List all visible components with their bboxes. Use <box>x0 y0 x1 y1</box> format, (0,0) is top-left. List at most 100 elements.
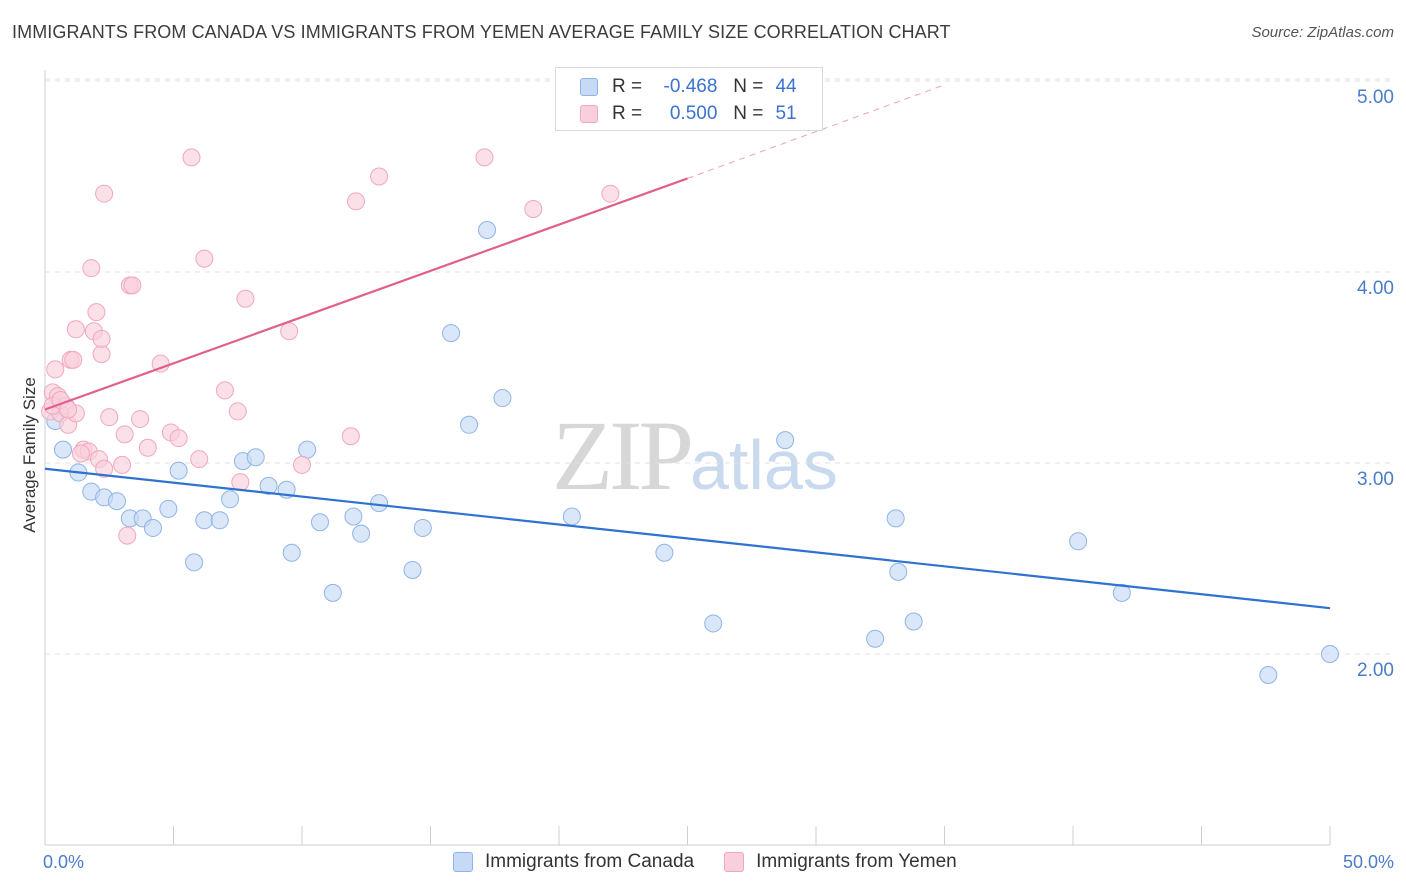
point-canada-22 <box>323 583 342 602</box>
trend-line-canada <box>44 467 1331 610</box>
point-yemen-21 <box>100 408 119 427</box>
point-yemen-33 <box>190 450 209 469</box>
point-yemen-44 <box>475 148 494 167</box>
y-tick-label-0: 2.00 <box>1357 660 1394 681</box>
point-canada-30 <box>478 220 497 239</box>
point-canada-37 <box>886 509 905 528</box>
point-yemen-49 <box>71 444 90 463</box>
point-canada-36 <box>866 629 885 648</box>
point-canada-31 <box>493 389 512 408</box>
point-yemen-31 <box>169 429 188 448</box>
point-canada-28 <box>442 324 461 343</box>
point-yemen-45 <box>524 199 543 218</box>
point-canada-32 <box>562 507 581 526</box>
n-label: N = <box>733 103 764 124</box>
r-value-canada: -0.468 <box>663 76 718 97</box>
point-yemen-17 <box>92 345 111 364</box>
legend-item-yemen[interactable]: Immigrants from Yemen <box>724 851 957 873</box>
watermark: ZIPatlas <box>552 398 838 513</box>
point-yemen-27 <box>131 410 150 429</box>
point-canada-29 <box>460 415 479 434</box>
chart-title: IMMIGRANTS FROM CANADA VS IMMIGRANTS FRO… <box>12 22 951 42</box>
point-canada-1 <box>53 440 72 459</box>
point-yemen-15 <box>87 303 106 322</box>
point-yemen-39 <box>280 322 299 341</box>
r-label: R = <box>612 103 643 124</box>
legend-label-yemen: Immigrants from Yemen <box>756 851 957 872</box>
canada-swatch <box>580 78 598 96</box>
point-canada-16 <box>246 448 265 467</box>
point-yemen-28 <box>138 438 157 457</box>
point-canada-27 <box>413 518 432 537</box>
point-yemen-36 <box>228 402 247 421</box>
stats-row-yemen: R = 0.500 N = 51 <box>580 101 797 127</box>
y-tick-label-2: 4.00 <box>1357 278 1394 299</box>
point-yemen-41 <box>341 427 360 446</box>
series-legend: Immigrants from Canada Immigrants from Y… <box>453 851 987 873</box>
point-canada-14 <box>221 490 240 509</box>
point-canada-17 <box>259 476 278 495</box>
point-canada-39 <box>904 612 923 631</box>
point-yemen-43 <box>370 167 389 186</box>
point-canada-13 <box>210 511 229 530</box>
point-yemen-29 <box>151 354 170 373</box>
point-canada-9 <box>159 499 178 518</box>
stats-legend: R = -0.468 N = 44 R = 0.500 N = 51 <box>555 67 823 131</box>
trend-line-yemen <box>44 177 688 411</box>
n-value-yemen: 51 <box>775 103 797 124</box>
point-yemen-24 <box>118 526 137 545</box>
point-yemen-20 <box>95 184 114 203</box>
point-canada-24 <box>352 524 371 543</box>
watermark-atlas: atlas <box>690 426 838 504</box>
legend-item-canada[interactable]: Immigrants from Canada <box>453 851 694 873</box>
n-value-canada: 44 <box>775 76 797 97</box>
legend-label-canada: Immigrants from Canada <box>485 851 695 872</box>
y-tick-label-3: 5.00 <box>1357 87 1394 108</box>
point-yemen-26 <box>123 276 142 295</box>
r-label: R = <box>612 76 643 97</box>
x-tick-label-min: 0.0% <box>43 852 85 872</box>
point-yemen-22 <box>113 455 132 474</box>
point-canada-10 <box>169 461 188 480</box>
point-canada-40 <box>1069 532 1088 551</box>
point-canada-21 <box>310 513 329 532</box>
point-yemen-46 <box>601 184 620 203</box>
point-yemen-38 <box>231 473 250 492</box>
point-yemen-34 <box>195 249 214 268</box>
watermark-zip: ZIP <box>552 400 694 511</box>
point-canada-38 <box>889 562 908 581</box>
yemen-swatch <box>580 105 598 123</box>
point-canada-20 <box>298 440 317 459</box>
y-axis-label: Average Family Size <box>20 377 39 533</box>
point-canada-12 <box>195 511 214 530</box>
point-canada-34 <box>704 614 723 633</box>
point-yemen-8 <box>64 350 83 369</box>
x-tick-label-max: 50.0% <box>1342 852 1394 872</box>
point-canada-43 <box>1321 645 1339 663</box>
point-canada-19 <box>282 543 301 562</box>
legend-swatch-canada <box>453 852 473 872</box>
point-canada-42 <box>1259 666 1278 685</box>
point-canada-11 <box>185 553 204 572</box>
point-yemen-13 <box>82 259 101 278</box>
point-yemen-40 <box>293 455 311 474</box>
trend-line-dashed-yemen <box>687 84 945 179</box>
point-canada-23 <box>344 507 363 526</box>
source-label: Source: ZipAtlas.com <box>1251 24 1394 41</box>
point-canada-25 <box>370 494 389 513</box>
point-canada-35 <box>776 431 795 450</box>
r-value-yemen: 0.500 <box>669 103 718 124</box>
point-yemen-42 <box>346 192 365 211</box>
point-canada-26 <box>403 560 422 579</box>
point-canada-8 <box>143 518 162 537</box>
point-canada-33 <box>655 543 674 562</box>
stats-row-canada: R = -0.468 N = 44 <box>580 74 797 100</box>
point-yemen-32 <box>182 148 201 167</box>
point-yemen-10 <box>66 320 85 339</box>
point-yemen-23 <box>115 425 134 444</box>
point-canada-5 <box>107 492 126 511</box>
point-yemen-18 <box>92 329 111 348</box>
point-canada-41 <box>1112 583 1131 602</box>
point-yemen-35 <box>215 381 234 400</box>
